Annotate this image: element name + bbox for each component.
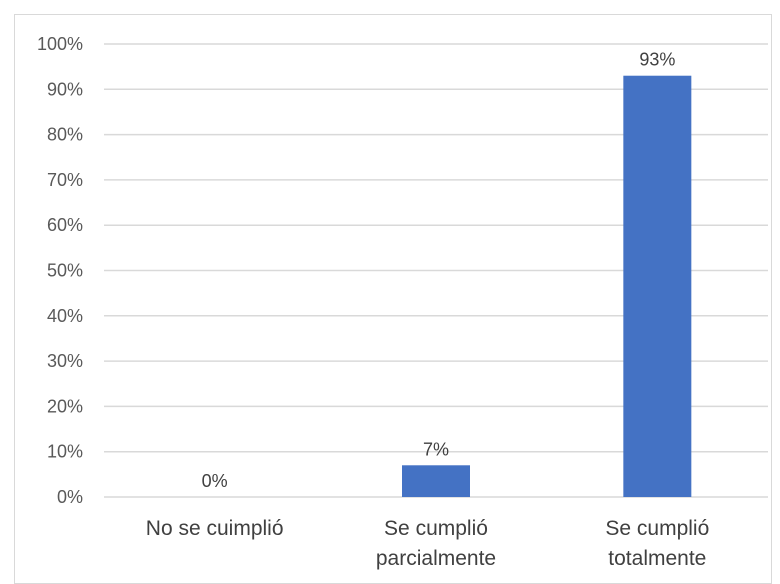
x-category-label: Se cumplió (605, 517, 709, 540)
y-tick-label: 100% (37, 34, 83, 54)
y-tick-label: 70% (47, 170, 83, 190)
data-labels: 0% 7% 93% (202, 50, 676, 491)
x-category-label: totalmente (608, 547, 706, 570)
data-label: 7% (423, 439, 449, 459)
x-category-label: No se cuimplió (146, 517, 284, 540)
bar (623, 75, 692, 498)
y-tick-label: 20% (47, 396, 83, 416)
y-axis-tick-labels: 0% 10% 20% 30% 40% 50% 60% 70% 80% 90% 100% (37, 34, 83, 507)
x-axis-category-labels: No se cuimplió Se cumplió parcialmente Se c… (146, 517, 709, 570)
y-tick-label: 30% (47, 351, 83, 371)
x-category-label: parcialmente (376, 547, 496, 570)
bars (402, 75, 692, 498)
y-tick-label: 50% (47, 261, 83, 281)
y-tick-label: 90% (47, 79, 83, 99)
x-category-label: Se cumplió (384, 517, 488, 540)
y-tick-label: 40% (47, 306, 83, 326)
y-tick-label: 0% (57, 487, 83, 507)
y-tick-label: 10% (47, 442, 83, 462)
data-label: 93% (639, 50, 675, 70)
bar (402, 465, 470, 497)
y-tick-label: 60% (47, 215, 83, 235)
data-label: 0% (202, 471, 228, 491)
y-tick-label: 80% (47, 125, 83, 145)
